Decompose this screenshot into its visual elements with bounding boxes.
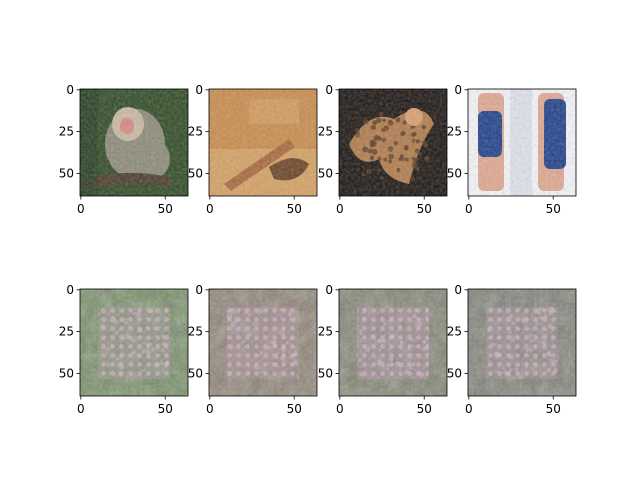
y-tick-label: 0 [325,283,333,297]
x-tick-label: 0 [336,202,344,216]
panel-frame [208,288,318,397]
panel-image-photo [80,89,188,196]
x-tick-label: 0 [206,202,214,216]
y-tick-label: 25 [188,325,203,339]
x-tick-label: 50 [287,202,302,216]
panel-frame [79,288,189,397]
y-tick-label: 0 [195,283,203,297]
panel-frame [467,88,577,197]
panel-image-photo [468,89,576,196]
y-tick-label: 50 [318,366,333,380]
y-tick-label: 50 [447,166,462,180]
y-tick-label: 50 [188,166,203,180]
x-tick-label: 0 [336,402,344,416]
y-tick-label: 0 [66,283,74,297]
y-tick-label: 50 [447,366,462,380]
panel-r0-c1: 0 50 0 25 50 [188,83,318,216]
y-tick-label: 50 [59,366,74,380]
panel-r1-c1: 0 50 0 25 50 [188,283,318,416]
panel-image-generated [80,289,188,396]
panel-image-photo [209,89,317,196]
panel-image-generated [209,289,317,396]
panel-r1-c3: 0 50 0 25 50 [447,283,577,416]
panel-frame [338,88,448,197]
y-tick-label: 25 [318,325,333,339]
x-tick-label: 50 [546,202,561,216]
panel-r0-c2: 0 50 0 25 50 [318,83,448,216]
panel-image-photo [339,89,447,196]
x-tick-label: 50 [546,402,561,416]
x-tick-label: 50 [158,202,173,216]
panel-frame [208,88,318,197]
y-tick-label: 0 [66,83,74,97]
panel-frame [79,88,189,197]
x-tick-label: 50 [417,402,432,416]
panel-frame [467,288,577,397]
x-tick-label: 0 [465,202,473,216]
y-tick-label: 50 [59,166,74,180]
x-tick-label: 50 [417,202,432,216]
panel-frame [338,288,448,397]
panel-r0-c0: 0 50 0 25 50 [59,83,189,216]
x-tick-label: 0 [77,402,85,416]
panel-r1-c2: 0 50 0 25 50 [318,283,448,416]
panel-image-generated [339,289,447,396]
x-tick-label: 0 [77,202,85,216]
y-tick-label: 50 [188,366,203,380]
y-tick-label: 0 [195,83,203,97]
y-tick-label: 0 [454,83,462,97]
x-tick-label: 0 [206,402,214,416]
y-tick-label: 0 [325,83,333,97]
y-tick-label: 0 [454,283,462,297]
y-tick-label: 25 [447,125,462,139]
y-tick-label: 25 [59,125,74,139]
y-tick-label: 50 [318,166,333,180]
x-tick-label: 50 [158,402,173,416]
y-tick-label: 25 [59,325,74,339]
y-tick-label: 25 [318,125,333,139]
panel-image-generated [468,289,576,396]
panel-r1-c0: 0 50 0 25 50 [59,283,189,416]
panels-layer: 0 50 0 25 50 0 50 0 25 50 0 50 0 25 50 0 50 0 25 50 0 50 0 25 50… [59,83,577,416]
x-tick-label: 0 [465,402,473,416]
y-tick-label: 25 [188,125,203,139]
x-tick-label: 50 [287,402,302,416]
panel-r0-c3: 0 50 0 25 50 [447,83,577,216]
y-tick-label: 25 [447,325,462,339]
